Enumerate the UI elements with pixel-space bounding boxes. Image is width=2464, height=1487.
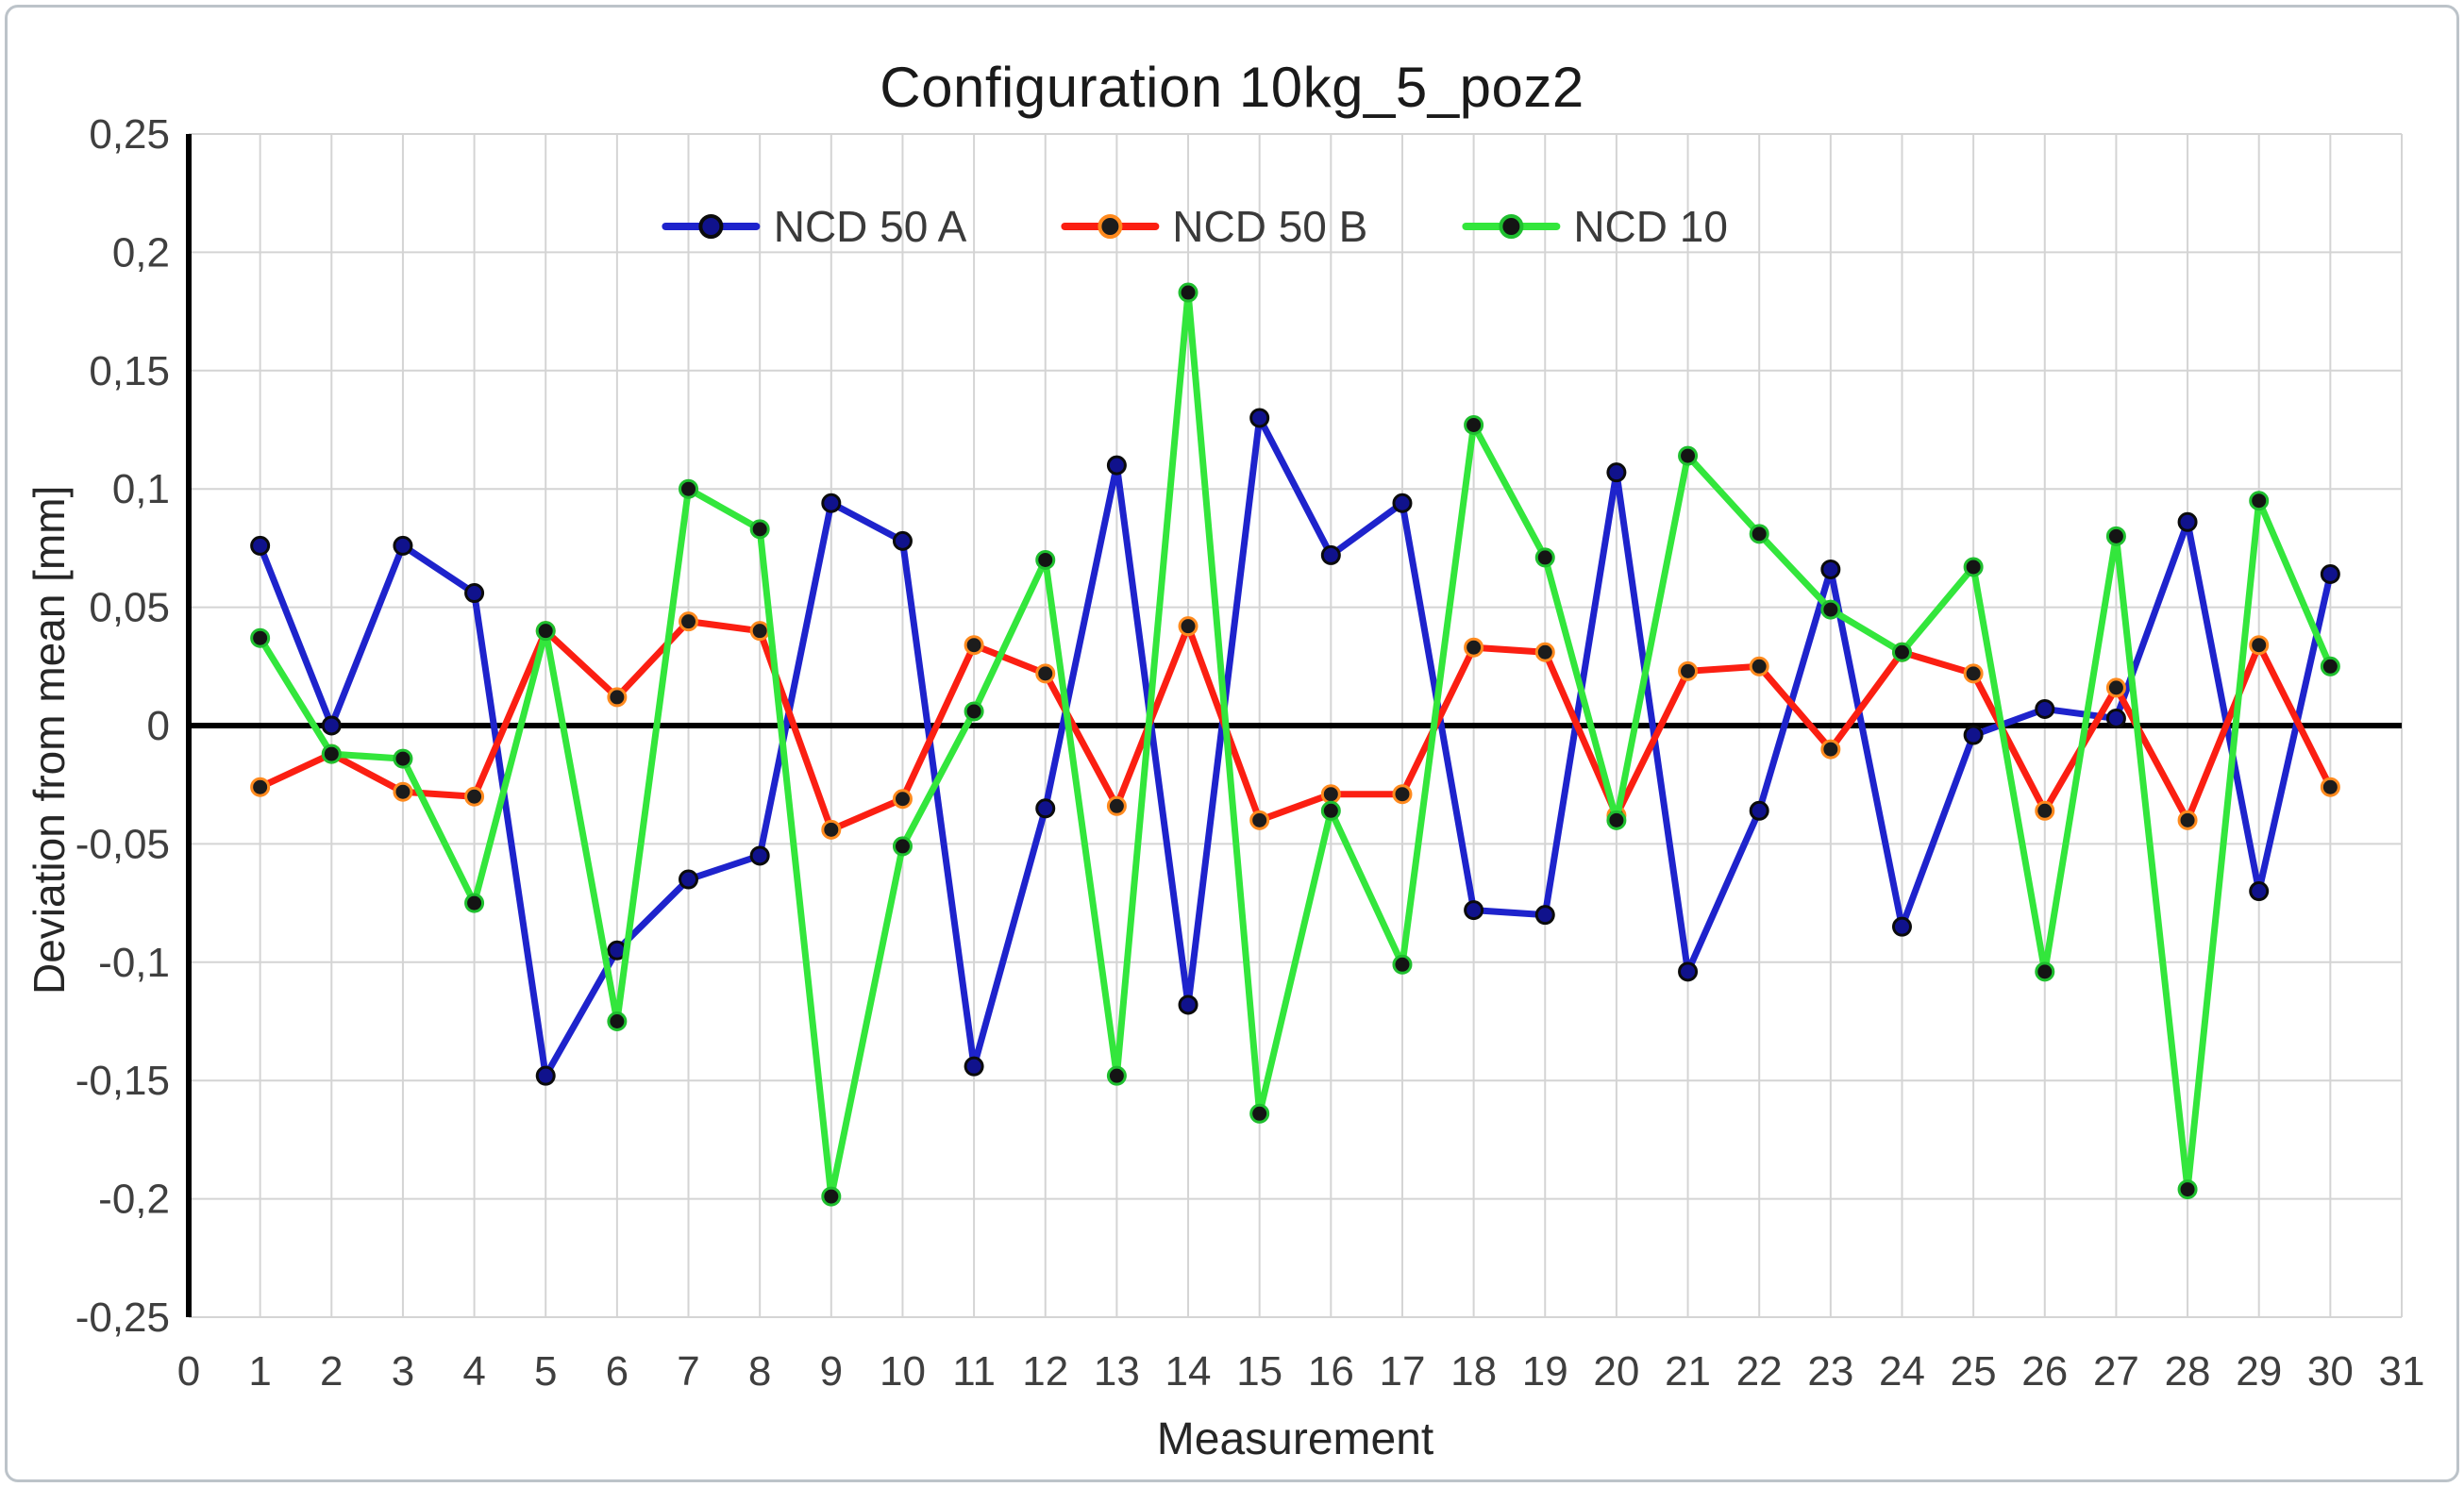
svg-text:0: 0: [147, 703, 170, 749]
svg-text:3: 3: [392, 1348, 414, 1395]
svg-text:18: 18: [1450, 1348, 1497, 1395]
svg-text:0,25: 0,25: [89, 111, 170, 158]
svg-text:16: 16: [1308, 1348, 1354, 1395]
svg-text:31: 31: [2379, 1348, 2425, 1395]
legend-item-ncd-10: NCD 10: [1462, 201, 1728, 252]
svg-text:26: 26: [2021, 1348, 2068, 1395]
svg-text:15: 15: [1236, 1348, 1282, 1395]
svg-text:-0,15: -0,15: [75, 1058, 170, 1104]
svg-text:6: 6: [606, 1348, 629, 1395]
svg-text:23: 23: [1807, 1348, 1853, 1395]
svg-text:7: 7: [677, 1348, 699, 1395]
legend-item-ncd-50-a: NCD 50 A: [662, 201, 967, 252]
svg-text:24: 24: [1879, 1348, 1925, 1395]
svg-text:2: 2: [320, 1348, 343, 1395]
legend-item-ncd-50-b: NCD 50 B: [1061, 201, 1367, 252]
svg-text:25: 25: [1951, 1348, 1997, 1395]
svg-text:12: 12: [1022, 1348, 1068, 1395]
svg-text:17: 17: [1379, 1348, 1425, 1395]
svg-text:9: 9: [820, 1348, 843, 1395]
legend-label-ncd-10: NCD 10: [1573, 202, 1728, 251]
svg-text:5: 5: [534, 1348, 557, 1395]
svg-text:-0,2: -0,2: [98, 1177, 170, 1223]
legend-line-marker-icon: [1061, 214, 1160, 239]
svg-text:-0,1: -0,1: [98, 940, 170, 986]
chart-title: Configuration 10kg_5_poz2: [880, 56, 1584, 119]
svg-text:21: 21: [1665, 1348, 1711, 1395]
svg-text:0,05: 0,05: [89, 585, 170, 631]
svg-text:-0,25: -0,25: [75, 1295, 170, 1341]
svg-text:22: 22: [1736, 1348, 1783, 1395]
svg-text:0,1: 0,1: [112, 466, 170, 512]
legend-line-marker-icon: [662, 214, 761, 239]
svg-text:27: 27: [2093, 1348, 2139, 1395]
svg-text:0,15: 0,15: [89, 348, 170, 394]
svg-text:19: 19: [1522, 1348, 1568, 1395]
svg-text:4: 4: [462, 1348, 485, 1395]
svg-text:10: 10: [880, 1348, 926, 1395]
svg-text:11: 11: [952, 1348, 996, 1395]
legend-label-ncd-50-b: NCD 50 B: [1172, 202, 1368, 251]
svg-text:1: 1: [248, 1348, 271, 1395]
svg-text:-0,05: -0,05: [75, 821, 170, 867]
svg-text:13: 13: [1094, 1348, 1140, 1395]
svg-text:0,2: 0,2: [112, 229, 170, 276]
svg-text:30: 30: [2307, 1348, 2354, 1395]
legend: NCD 50 A NCD 50 B NCD 10: [662, 198, 1728, 255]
svg-text:28: 28: [2165, 1348, 2211, 1395]
svg-text:20: 20: [1593, 1348, 1639, 1395]
legend-label-ncd-50-a: NCD 50 A: [773, 202, 967, 251]
legend-line-marker-icon: [1462, 214, 1561, 239]
svg-text:29: 29: [2236, 1348, 2282, 1395]
svg-text:8: 8: [748, 1348, 771, 1395]
y-axis-title-text: Deviation from mean [mm]: [25, 485, 74, 994]
svg-text:14: 14: [1165, 1348, 1212, 1395]
svg-text:0: 0: [177, 1348, 200, 1395]
x-axis-title: Measurement: [1156, 1414, 1434, 1464]
